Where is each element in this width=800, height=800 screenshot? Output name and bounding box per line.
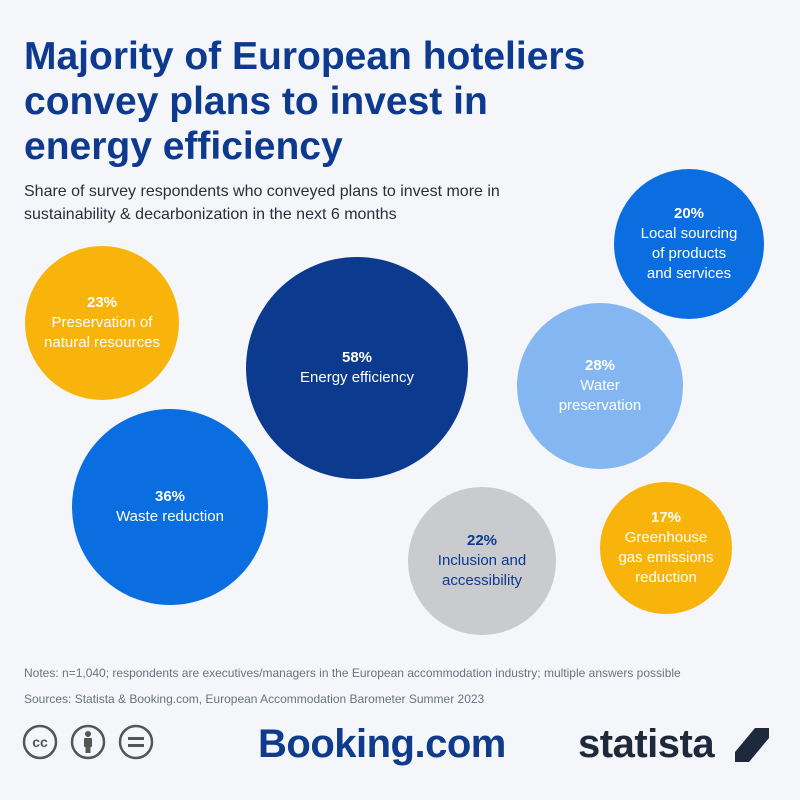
bubble-percent: 20%: [673, 205, 705, 222]
bubble-waste-reduction: 36% Waste reduction: [72, 409, 268, 605]
sources-text: Sources: Statista & Booking.com, Europea…: [24, 692, 485, 706]
bubble-percent: 17%: [650, 509, 682, 526]
svg-text:cc: cc: [32, 734, 48, 750]
notes-text: Notes: n=1,040; respondents are executiv…: [24, 666, 681, 680]
bubble-label: Local sourcing of products and services: [640, 225, 738, 282]
bubble-percent: 28%: [584, 357, 616, 374]
chart-title: Majority of European hoteliers convey pl…: [24, 35, 586, 168]
bubble-local-sourcing-of-products-and-services: 20% Local sourcing of products and services: [614, 169, 764, 319]
chart-subtitle: Share of survey respondents who conveyed…: [24, 183, 500, 223]
bubble-water-preservation: 28% Water preservation: [517, 303, 683, 469]
bubble-label: Greenhouse gas emissions reduction: [618, 529, 714, 586]
booking-logo: Booking.com: [258, 722, 506, 766]
cc-icon: cc: [22, 724, 58, 760]
bubble-label: Energy efficiency: [300, 369, 414, 386]
bubble-inclusion-and-accessibility: 22% Inclusion and accessibility: [408, 487, 556, 635]
bubble-percent: 36%: [154, 488, 186, 505]
bubble-preservation-of-natural-resources: 23% Preservation of natural resources: [25, 246, 179, 400]
bubble-label: Inclusion and accessibility: [437, 552, 527, 589]
bubble-label: Preservation of natural resources: [44, 314, 160, 351]
bubble-label: Water preservation: [558, 377, 642, 414]
statista-logo: statista: [578, 722, 715, 766]
bubble-energy-efficiency: 58% Energy efficiency: [246, 257, 468, 479]
bubble-label: Waste reduction: [116, 508, 224, 525]
statista-mark-icon: [735, 728, 769, 762]
bubble-percent: 58%: [341, 349, 373, 366]
bubble-greenhouse-gas-emissions-reduction: 17% Greenhouse gas emissions reduction: [600, 482, 732, 614]
bubble-percent: 22%: [466, 532, 498, 549]
bubble-percent: 23%: [86, 294, 118, 311]
attribution-icon: [70, 724, 106, 760]
no-derivatives-icon: [118, 724, 154, 760]
